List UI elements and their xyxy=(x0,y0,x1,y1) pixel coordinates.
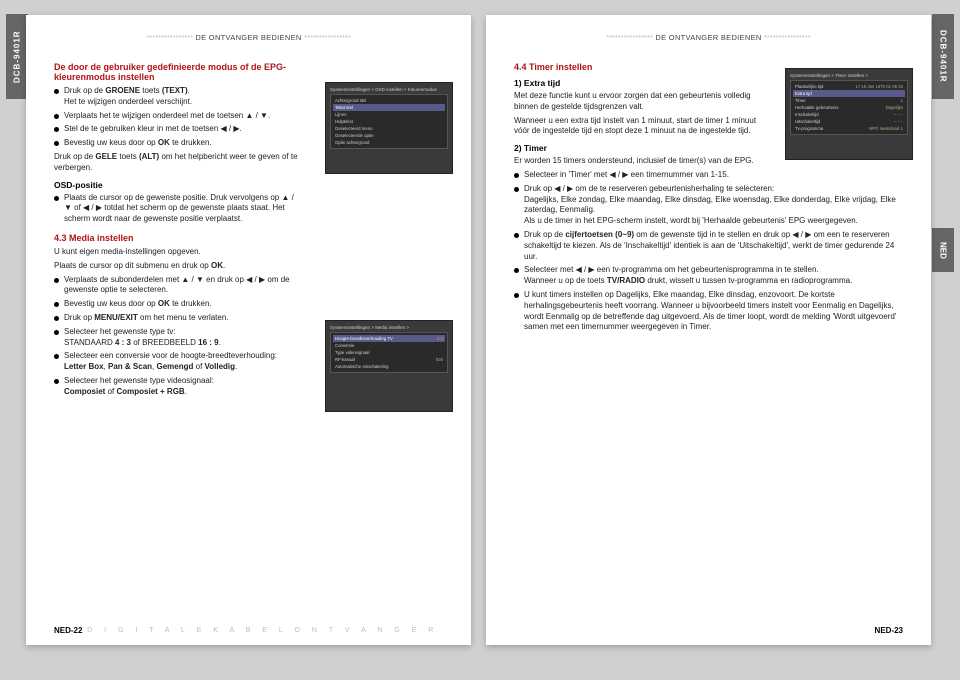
model-tab-right: DCB-9401R xyxy=(932,14,954,99)
page-num-right: NED-23 xyxy=(875,626,903,635)
paragraph: Druk op de GELE toets (ALT) om het helpb… xyxy=(54,152,299,174)
screenshot-osd-color: Systeeminstellingen > OSD instellen > Kl… xyxy=(325,82,453,174)
paragraph: Met deze functie kunt u ervoor zorgen da… xyxy=(514,91,759,113)
list-item: U kunt timers instellen op Dagelijks, El… xyxy=(514,290,903,333)
screenshot-timer: Systeeminstellingen > Timer instellen > … xyxy=(785,68,913,160)
list-item: Druk op de cijfertoetsen (0~9) om de gew… xyxy=(514,230,903,262)
footer-line: D I G I T A L E K A B E L O N T V A N G … xyxy=(82,627,443,634)
list-item: Druk op ◀ / ▶ om de te reserveren gebeur… xyxy=(514,184,903,227)
osd-title: OSD-positie xyxy=(54,180,299,190)
page-num-left: NED-22 xyxy=(54,626,82,635)
list-item: Selecteer het gewenste type videosignaal… xyxy=(54,376,299,398)
list-item: Verplaats de subonderdelen met ▲ / ▼ en … xyxy=(54,275,299,297)
paragraph: Wanneer u een extra tijd instelt van 1 m… xyxy=(514,116,759,138)
header-left: **************** DE ONTVANGER BEDIENEN *… xyxy=(54,33,443,42)
model-tab-left: DCB-9401R xyxy=(6,14,28,99)
list-item: Druk op MENU/EXIT om het menu te verlate… xyxy=(54,313,299,324)
list-item: Bevestig uw keus door op OK te drukken. xyxy=(54,138,299,149)
list-item: Plaats de cursor op de gewenste positie.… xyxy=(54,193,299,225)
sub-timer: 2) Timer xyxy=(514,143,759,153)
footer-left: NED-22 D I G I T A L E K A B E L O N T V… xyxy=(54,626,443,635)
shot3-panel: Plaatselijke tijd17 16 Jan 1970 01 06 33… xyxy=(790,80,908,135)
page-left: **************** DE ONTVANGER BEDIENEN *… xyxy=(26,15,471,645)
list-item: Selecteer het gewenste type tv: STANDAAR… xyxy=(54,327,299,349)
paragraph: Plaats de cursor op dit submenu en druk … xyxy=(54,261,299,272)
header-right: **************** DE ONTVANGER BEDIENEN *… xyxy=(514,33,903,42)
paragraph: U kunt eigen media-instellingen opgeven. xyxy=(54,247,299,258)
sub-extra-time: 1) Extra tijd xyxy=(514,78,759,88)
list-item: Selecteer in 'Timer' met ◀ / ▶ een timer… xyxy=(514,170,903,181)
shot2-panel: Hoogte-breedteverhouding TV4:3ConversieT… xyxy=(330,332,448,373)
list-item: Selecteer met ◀ / ▶ een tv-programma om … xyxy=(514,265,903,287)
sec-user-mode-title: De door de gebruiker gedefinieerde modus… xyxy=(54,62,299,82)
shot1-panel: Achtergrond titelTekst titelLijnenHulpte… xyxy=(330,94,448,149)
list-item: Druk op de GROENE toets (TEXT). Het te w… xyxy=(54,86,299,108)
screenshot-media: Systeeminstellingen > Media instellen > … xyxy=(325,320,453,412)
list-item: Selecteer een conversie voor de hoogte-b… xyxy=(54,351,299,373)
list-item: Bevestig uw keus door op OK te drukken. xyxy=(54,299,299,310)
list-item: Stel de te gebruiken kleur in met de toe… xyxy=(54,124,299,135)
sec-44-title: 4.4 Timer instellen xyxy=(514,62,759,72)
ned-tab: NED xyxy=(932,228,954,272)
footer-right: NED-23 xyxy=(514,626,903,635)
page-right: **************** DE ONTVANGER BEDIENEN *… xyxy=(486,15,931,645)
sec-43-title: 4.3 Media instellen xyxy=(54,233,299,243)
list-item: Verplaats het te wijzigen onderdeel met … xyxy=(54,111,299,122)
